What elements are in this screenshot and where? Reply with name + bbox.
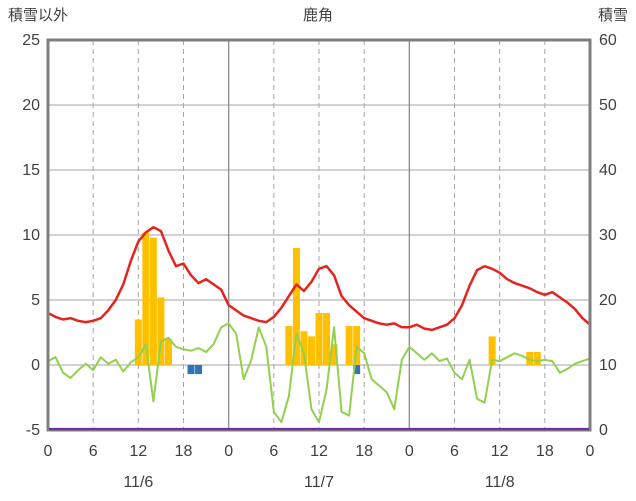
x-tick-label: 6	[269, 443, 278, 460]
yellow-bars-bar	[526, 352, 534, 365]
yellow-bars-bar	[157, 297, 165, 365]
blue-bars-bar	[195, 365, 203, 375]
x-tick-label: 0	[224, 443, 233, 460]
yellow-bars-bar	[533, 352, 541, 365]
yellow-bars-bar	[488, 336, 496, 365]
x-tick-label: 18	[175, 443, 193, 460]
y-right-tick-label: 50	[599, 97, 617, 114]
y-left-tick-label: 25	[22, 32, 40, 49]
blue-bars-bar	[353, 365, 361, 375]
y-right-tick-label: 60	[599, 32, 617, 49]
y-left-tick-label: -5	[26, 422, 40, 439]
right-axis-title: 積雪	[598, 7, 628, 24]
x-tick-label: 12	[310, 443, 328, 460]
x-tick-label: 0	[586, 443, 595, 460]
y-left-tick-label: 10	[22, 227, 40, 244]
y-left-tick-label: 15	[22, 162, 40, 179]
x-tick-label: 0	[44, 443, 53, 460]
red-line	[46, 225, 592, 332]
y-right-tick-label: 20	[599, 292, 617, 309]
left-axis-title: 積雪以外	[8, 7, 68, 24]
green-line	[47, 322, 591, 424]
chart-title: 鹿角	[303, 7, 333, 24]
yellow-bars-bar	[149, 237, 157, 365]
y-left-tick-label: 20	[22, 97, 40, 114]
x-tick-label: 18	[536, 443, 554, 460]
y-right-tick-label: 10	[599, 357, 617, 374]
yellow-bars-bar	[142, 232, 150, 365]
yellow-bars-bar	[345, 326, 353, 365]
date-label: 11/7	[304, 474, 334, 491]
date-label: 11/6	[123, 474, 153, 491]
y-right-tick-label: 40	[599, 162, 617, 179]
y-right-tick-label: 0	[599, 422, 608, 439]
yellow-bars-bar	[285, 326, 293, 365]
yellow-bars-bar	[164, 339, 172, 365]
yellow-bars-bar	[307, 336, 315, 365]
x-tick-label: 0	[405, 443, 414, 460]
blue-bars-bar	[187, 365, 195, 375]
yellow-bars-bar	[292, 248, 300, 365]
yellow-bars-bar	[330, 344, 338, 365]
yellow-bars-bar	[134, 319, 142, 365]
y-right-tick-label: 30	[599, 227, 617, 244]
x-tick-label: 12	[129, 443, 147, 460]
yellow-bars-bar	[323, 313, 331, 365]
x-tick-label: 18	[355, 443, 373, 460]
x-tick-label: 6	[89, 443, 98, 460]
y-left-tick-label: 5	[31, 292, 40, 309]
yellow-bars-bar	[300, 331, 308, 365]
yellow-bars-bar	[353, 326, 361, 365]
yellow-bars-bar	[315, 313, 323, 365]
y-left-tick-label: 0	[31, 357, 40, 374]
x-tick-label: 6	[450, 443, 459, 460]
date-label: 11/8	[485, 474, 515, 491]
x-tick-label: 12	[491, 443, 509, 460]
